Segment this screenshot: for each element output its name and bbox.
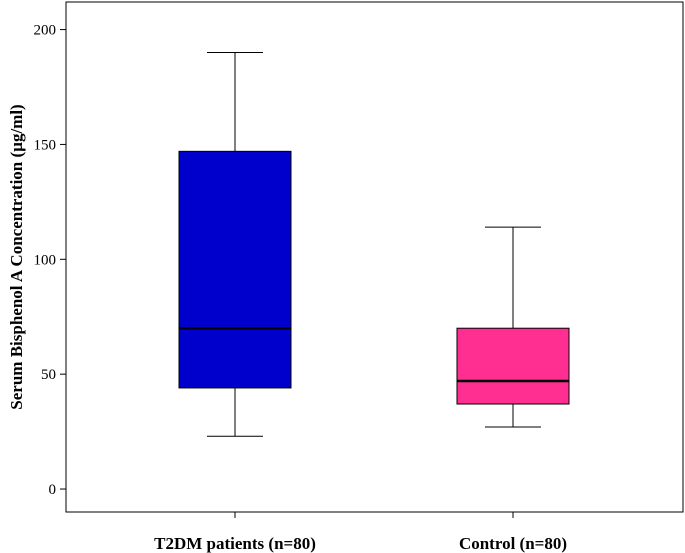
y-axis-title: Serum Bisphenol A Concentration (µg/ml): [7, 104, 26, 409]
box-group: [178, 52, 292, 437]
y-tick-label: 50: [41, 367, 56, 383]
y-tick-label: 100: [34, 252, 57, 268]
x-category-label: T2DM patients (n=80): [154, 534, 316, 553]
y-axis: 0 50 100 150 200: [34, 23, 66, 498]
plot-area: [65, 1, 684, 513]
boxes: [178, 52, 570, 437]
y-tick-label: 0: [49, 482, 57, 498]
y-tick-label: 150: [34, 137, 57, 153]
y-tick-label: 200: [34, 23, 57, 39]
iqr-box: [456, 327, 570, 405]
iqr-box: [178, 150, 292, 389]
x-category-label: Control (n=80): [459, 534, 567, 553]
x-axis: T2DM patients (n=80) Control (n=80): [154, 512, 567, 553]
box-group: [456, 226, 570, 428]
